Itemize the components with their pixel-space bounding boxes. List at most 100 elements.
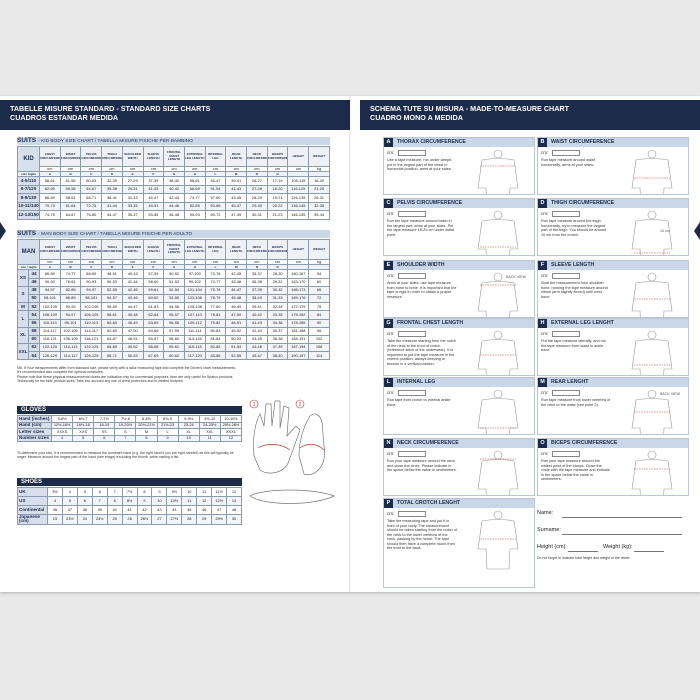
column-heading: THIGH CIRCUMFERENCE (101, 146, 123, 167)
cell: 78-81 (204, 310, 227, 320)
cell: 55-58 (59, 184, 82, 195)
cell: 12 (219, 434, 243, 442)
cell: 113-116 (183, 334, 206, 345)
row-label: 6-7/120 (17, 184, 40, 195)
row-label: 12-13/150 (17, 210, 40, 220)
cell: 64-67 (101, 334, 123, 345)
panel-illustration (477, 389, 519, 434)
cell: 122-125 (80, 343, 103, 353)
caption-label: SUITS (17, 137, 37, 144)
panel-text: Take the measuring tape and put it in fr… (387, 519, 457, 550)
cell: 20-22 (266, 201, 289, 212)
note-line: NB: If Your measurements differ from sta… (17, 366, 237, 370)
cell: 82-85 (59, 285, 82, 295)
cell: 57-59 (163, 326, 185, 336)
cell: 102 (308, 334, 330, 345)
cell: 90-93 (39, 277, 61, 287)
row-label: 56 (27, 318, 41, 328)
form-label: Name: (537, 510, 554, 516)
cell: 10 (177, 434, 200, 442)
hand-outline (253, 400, 301, 474)
cell: 58-61 (183, 176, 206, 186)
form-note: Do not forget to indicate total height a… (537, 556, 631, 560)
table-corner: MAN (16, 238, 41, 266)
cell: 41-43 (225, 184, 248, 195)
cell: 40-43 (121, 269, 144, 279)
cell: 43 (151, 505, 168, 515)
data-row: 50 98-101 86-89 98-101 54-57 43-46 60-62 53-55 1… (18, 293, 330, 304)
unit: kg (308, 258, 330, 266)
figure-note: BACK VIEW (506, 275, 526, 279)
cell: 8½ (121, 496, 138, 506)
gloves-note: To determine your size, it is recommende… (17, 451, 234, 460)
shoes-table: UK 3½ 4 5 6 7 7½ 8 9 9½ 10 11 11½ 12 US 4 5 6 7 8 8½ 9 10 10½ 11… (17, 487, 242, 525)
column-heading: PELVIS CIRCUMFERENCE (80, 146, 103, 167)
cell: 126-135 (287, 193, 310, 203)
cell: 56-58 (163, 318, 185, 328)
panel-illustration (631, 149, 673, 194)
cell: 126-129 (39, 351, 61, 361)
unit-row: cm cm cm cm cm cm cm cm cm cm cm cm cm kg (18, 165, 330, 173)
cell: 51-54 (225, 343, 248, 353)
gloves-table: Hand (inches) 5-6½ 6½-7 7-7½ 7½-8 8-8½ 8½-9 9-9… (17, 415, 243, 442)
cell: 169-176 (287, 293, 310, 304)
cell: 82-85 (204, 343, 227, 353)
cell: 42-44 (163, 193, 185, 203)
body-figure (647, 330, 657, 340)
cell: 64-67 (59, 210, 82, 220)
body-figure (631, 398, 673, 434)
body-figure (477, 459, 519, 495)
field-box (552, 211, 580, 217)
cell: 109-112 (183, 318, 206, 328)
cell: 66-69 (39, 193, 61, 203)
form-label: Height (cm): (537, 544, 567, 550)
body-figure (477, 281, 519, 317)
cell: 10 (151, 496, 168, 506)
cell: 58-60 (163, 334, 185, 345)
cell: 102-105 (39, 302, 61, 312)
panel-title: SHOULDER WIDTH (384, 261, 534, 270)
body-figure (647, 389, 657, 399)
cell: 17-19 (266, 176, 289, 186)
panel-illustration (477, 272, 519, 317)
cell: 38-40 (163, 176, 185, 186)
cell: 11 (181, 496, 198, 506)
body-figure (493, 510, 503, 520)
cell: 36-38 (266, 334, 289, 345)
cell: 74-77 (183, 193, 206, 203)
form-line (568, 551, 598, 552)
cell: 58-60 (142, 277, 165, 287)
cell: 78-81 (59, 277, 82, 287)
cell: 39-44 (308, 210, 330, 220)
column-heading: FRONTAL CHEST LENGTH (163, 146, 185, 167)
letter-cell (308, 171, 330, 178)
cell: 146-155 (287, 210, 310, 220)
cell: 38-40 (246, 293, 268, 304)
cell: 50-53 (225, 334, 248, 345)
cell: 63-66 (204, 201, 227, 212)
panel-letter: A (384, 138, 393, 147)
table-title: GLOVES (17, 406, 242, 414)
column-heading: NECK CIRCUMFERENCE (246, 239, 268, 260)
cell: 107-110 (183, 310, 206, 320)
column-heading: REAR LENGTH (225, 239, 248, 260)
cell: 30 (226, 514, 242, 525)
cell: 7 (114, 434, 137, 442)
cell: 66-69 (183, 184, 206, 195)
cell: 50-53 (121, 351, 144, 361)
cell: 72 (308, 293, 330, 304)
note-line: It's recommended also complete the optio… (17, 370, 104, 375)
cell: 33-35 (266, 310, 289, 320)
cell: 45-47 (246, 351, 268, 361)
panel-illustration (477, 210, 519, 255)
cell: 68-71 (101, 351, 123, 361)
column-heading: INTERNAL LEG (204, 239, 227, 260)
column-heading: PELVIS CIRCUMFERENCE (80, 239, 103, 260)
cell: 61-64 (59, 201, 82, 212)
cell: 63-65 (142, 318, 165, 328)
cell: 58-61 (101, 310, 123, 320)
cell: 94-97 (39, 285, 61, 295)
